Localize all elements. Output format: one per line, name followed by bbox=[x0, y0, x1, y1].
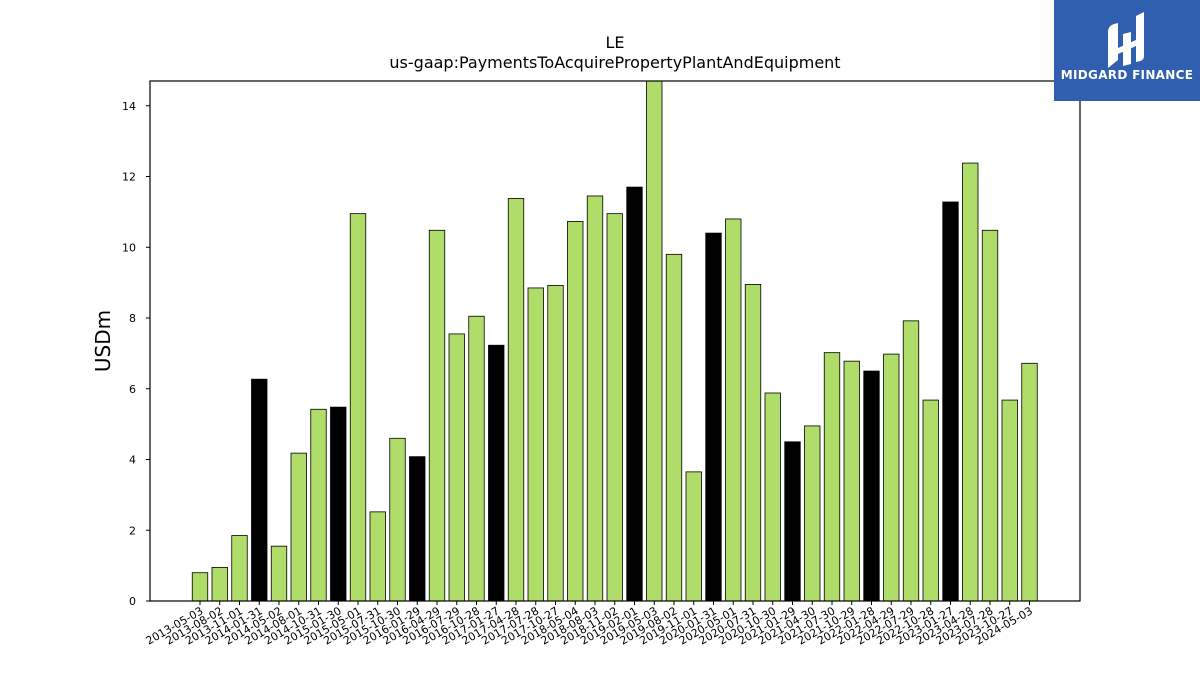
bar-2013-05-03 bbox=[191, 572, 209, 602]
bar-2014-10-31 bbox=[310, 408, 327, 602]
y-tick-label: 6 bbox=[129, 383, 136, 396]
x-axis-ticks: 2013-05-032013-08-022013-11-012014-01-31… bbox=[144, 601, 1035, 648]
midgard-logo-icon bbox=[1108, 12, 1144, 68]
bar-2017-10-27 bbox=[547, 285, 564, 602]
bar-2017-04-28 bbox=[507, 198, 525, 602]
bar-2023-07-28 bbox=[981, 229, 999, 602]
bar-2015-05-01 bbox=[349, 213, 367, 602]
bar-2020-10-30 bbox=[764, 392, 781, 602]
bar-2019-11-01 bbox=[685, 471, 702, 602]
bar-2018-08-03 bbox=[586, 195, 604, 602]
logo-text: MIDGARD FINANCE bbox=[1060, 68, 1194, 82]
bar-2018-05-04 bbox=[567, 221, 584, 602]
bar-2021-10-29 bbox=[843, 360, 860, 602]
bar-2019-02-01 bbox=[626, 186, 643, 602]
bar-2021-01-29 bbox=[784, 441, 801, 602]
bar-2022-07-29 bbox=[902, 320, 920, 602]
bar-2021-04-30 bbox=[804, 425, 821, 602]
bar-2020-05-01 bbox=[725, 218, 742, 602]
bar-2017-07-28 bbox=[527, 287, 544, 602]
bar-2016-10-28 bbox=[468, 315, 485, 602]
bar-2014-05-02 bbox=[270, 545, 288, 602]
bars-group bbox=[191, 80, 1038, 602]
bar-2015-01-30 bbox=[330, 406, 347, 602]
y-tick-label: 12 bbox=[122, 171, 136, 184]
bar-2018-11-02 bbox=[606, 213, 623, 602]
bar-2019-05-03 bbox=[646, 80, 663, 602]
bar-2016-01-29 bbox=[409, 456, 426, 602]
bar-2016-07-29 bbox=[448, 333, 465, 602]
bar-2022-01-28 bbox=[863, 370, 880, 602]
bar-2023-01-27 bbox=[942, 201, 959, 602]
bar-2013-08-02 bbox=[211, 566, 228, 602]
bar-2015-07-31 bbox=[369, 511, 386, 602]
chart-subtitle: us-gaap:PaymentsToAcquirePropertyPlantAn… bbox=[389, 53, 840, 72]
y-tick-label: 14 bbox=[122, 100, 136, 113]
y-tick-label: 4 bbox=[129, 454, 136, 467]
bar-2013-11-01 bbox=[231, 535, 248, 602]
y-axis-label: USDm bbox=[91, 310, 115, 372]
y-tick-label: 2 bbox=[129, 524, 136, 537]
bar-2023-10-27 bbox=[1001, 399, 1018, 602]
bar-2014-08-01 bbox=[290, 452, 307, 602]
bar-2020-01-31 bbox=[705, 232, 722, 602]
plot-frame bbox=[149, 80, 1081, 602]
bar-2020-07-31 bbox=[744, 283, 762, 602]
y-tick-label: 8 bbox=[129, 312, 136, 325]
midgard-finance-logo: MIDGARD FINANCE bbox=[1054, 0, 1200, 101]
chart-title: LE bbox=[605, 33, 624, 52]
bar-2017-01-27 bbox=[488, 344, 505, 602]
y-tick-label: 10 bbox=[122, 241, 136, 254]
y-tick-label: 0 bbox=[129, 595, 136, 608]
y-axis-ticks: 0 2 4 6 8 10 12 14 bbox=[122, 100, 150, 608]
bar-2023-04-28 bbox=[962, 162, 979, 602]
bar-2022-04-29 bbox=[883, 353, 900, 602]
bar-2019-08-02 bbox=[665, 253, 683, 602]
bar-2015-10-30 bbox=[389, 437, 406, 602]
bar-2014-01-31 bbox=[251, 378, 268, 602]
bar-2016-04-29 bbox=[428, 229, 446, 602]
bar-2024-05-03 bbox=[1021, 362, 1038, 602]
bar-2022-10-28 bbox=[922, 399, 939, 602]
bar-2021-07-30 bbox=[823, 352, 841, 602]
